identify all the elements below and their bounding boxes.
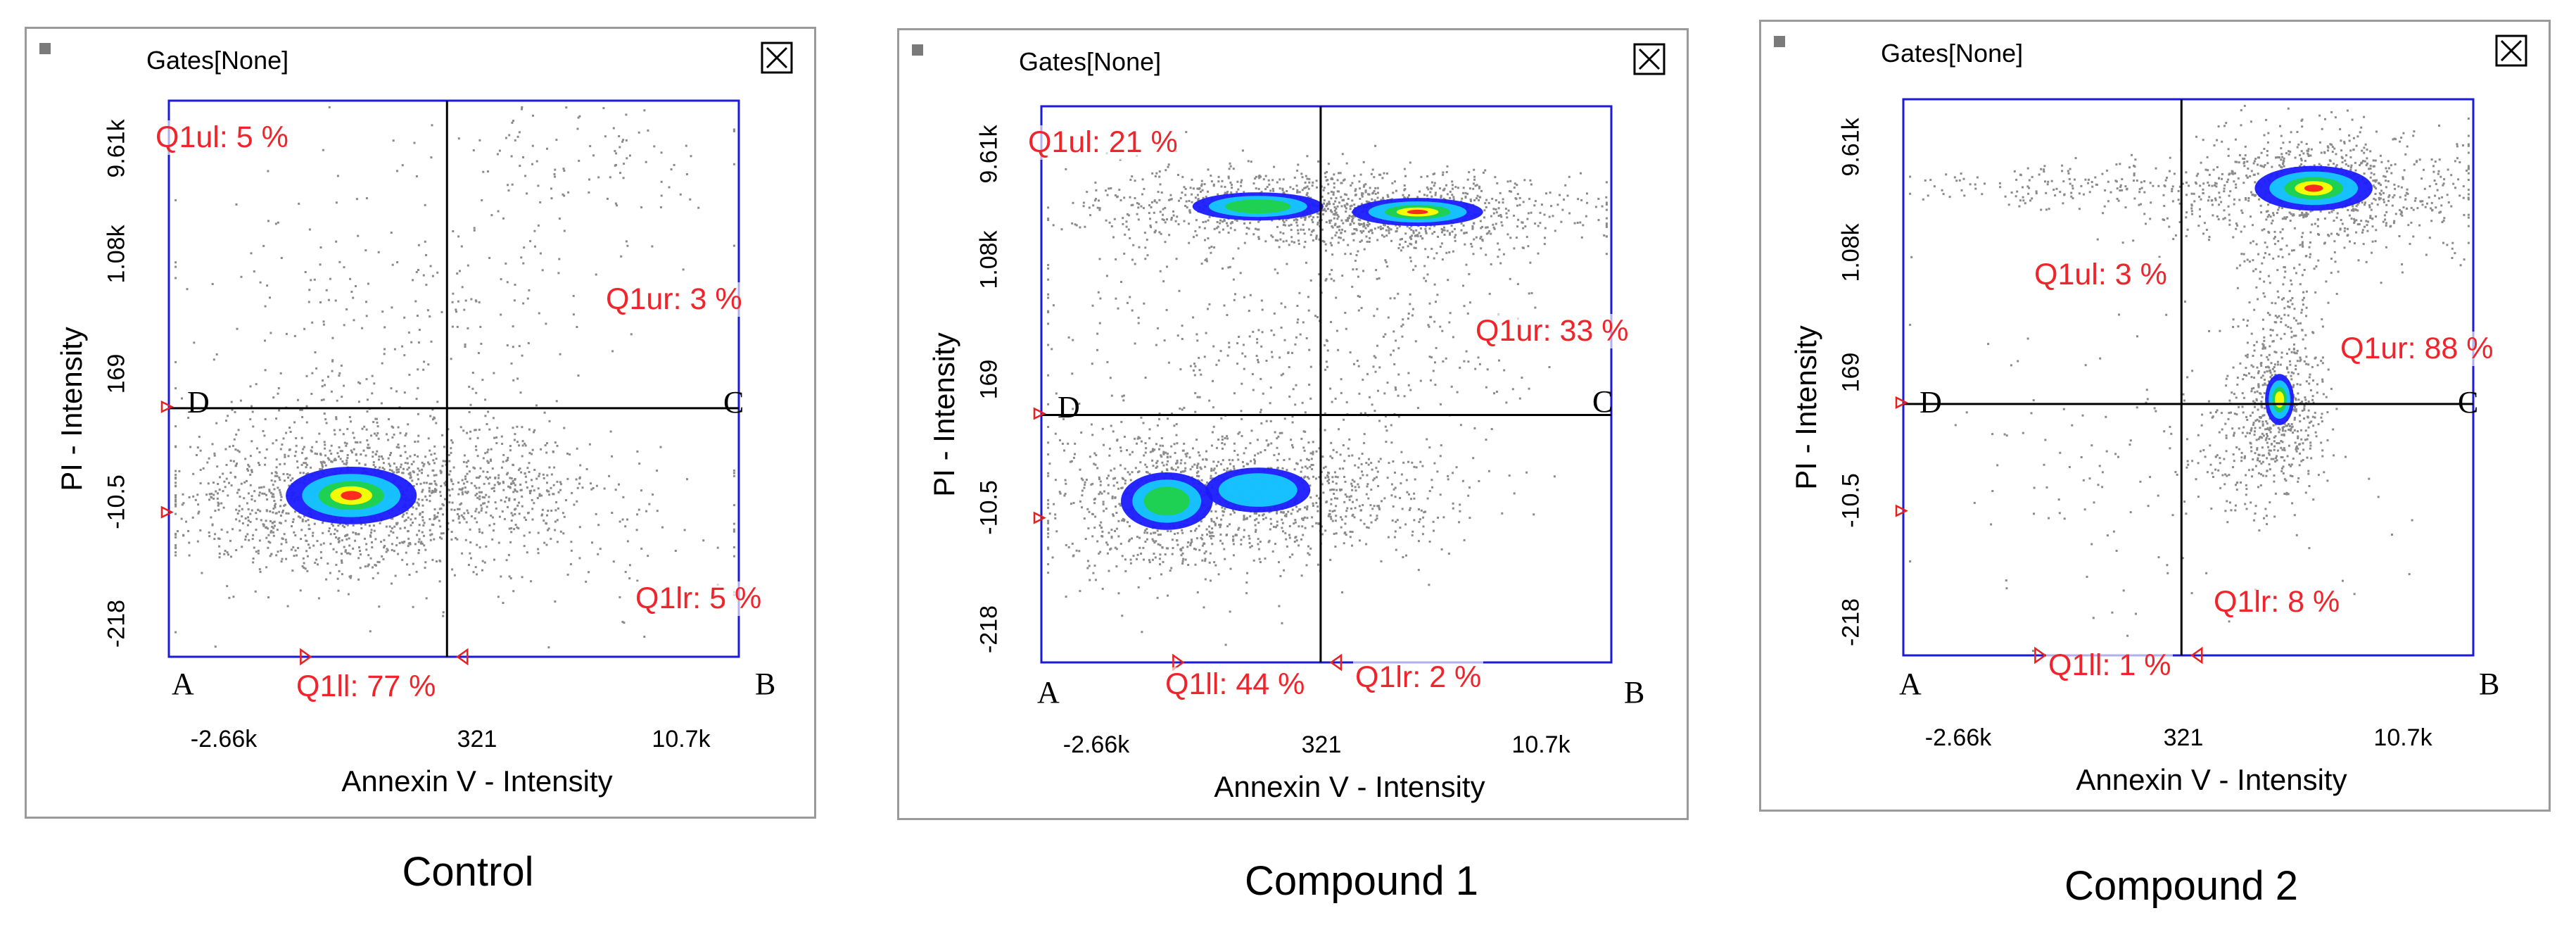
quadrant-letter-a: A (1037, 675, 1060, 710)
quadrant-label-ur: Q1ur: 88 % (2338, 332, 2496, 366)
panel-handle[interactable] (39, 43, 51, 54)
y-tick: 1.08k (103, 225, 130, 284)
quadrant-letter-d: D (187, 385, 210, 420)
y-tick: 169 (1837, 352, 1865, 393)
quadrant-letter-a: A (172, 667, 194, 701)
scatter-plot (1033, 105, 1613, 672)
quadrant-letter-c: C (2458, 385, 2479, 420)
gate-marker-icon (160, 505, 174, 519)
density-region (1143, 486, 1190, 516)
x-tick: -2.66k (190, 726, 258, 753)
quadrant-label-ul: Q1ul: 3 % (2032, 258, 2169, 292)
x-tick: 10.7k (652, 726, 711, 753)
caption-compound-1: Compound 1 (1244, 858, 1479, 904)
y-tick: -218 (975, 605, 1003, 654)
panel-compound-2: Gates[None] PI - Intensity 9.61k 1.08k 1… (1759, 20, 2551, 812)
y-tick: 1.08k (975, 230, 1003, 289)
x-tick: 10.7k (2373, 724, 2432, 751)
gate-marker-icon (160, 400, 174, 413)
caption-control: Control (402, 849, 534, 895)
y-tick: 1.08k (1837, 223, 1865, 282)
gate-marker-icon (456, 648, 469, 666)
y-tick: -218 (103, 599, 130, 648)
x-tick: -2.66k (1062, 731, 1130, 758)
quadrant-letter-b: B (1624, 675, 1645, 710)
gate-marker-icon (1033, 407, 1046, 420)
x-axis-label: Annexin V - Intensity (2076, 763, 2347, 796)
gate-marker-icon (2190, 646, 2203, 665)
density-region (1225, 199, 1291, 214)
panel-handle[interactable] (912, 44, 923, 56)
quadrant-label-ll: Q1ll: 1 % (2046, 648, 2174, 683)
quadrant-label-ul: Q1ul: 21 % (1026, 125, 1180, 160)
plot-frame (1040, 105, 1613, 664)
quadrant-letter-d: D (1058, 390, 1080, 424)
scatter-plot (1895, 98, 2475, 665)
gate-marker-icon (1895, 504, 1908, 517)
quadrant-letter-a: A (1899, 667, 1922, 701)
gate-marker-icon (1329, 653, 1343, 672)
x-axis-label: Annexin V - Intensity (1214, 770, 1485, 803)
quadrant-letter-b: B (755, 667, 776, 701)
y-tick: 9.61k (103, 119, 130, 178)
gates-label: Gates[None] (1881, 39, 2024, 68)
x-tick: 321 (457, 726, 497, 753)
density-region (2275, 391, 2285, 408)
x-tick: -2.66k (1924, 724, 1992, 751)
quadrant-letter-d: D (1920, 385, 1942, 420)
gate-marker-icon (2034, 646, 2047, 665)
quadrant-letter-c: C (1592, 384, 1613, 419)
density-region (341, 491, 362, 501)
x-tick: 10.7k (1511, 731, 1571, 758)
y-tick: 9.61k (1837, 118, 1865, 177)
panel-handle[interactable] (1774, 36, 1785, 47)
close-icon[interactable] (2495, 34, 2527, 67)
x-tick: 321 (1301, 731, 1342, 758)
quadrant-label-ll: Q1ll: 77 % (294, 669, 438, 704)
quadrant-letter-b: B (2479, 667, 2500, 701)
y-tick: 9.61k (975, 125, 1003, 184)
quadrant-label-lr: Q1lr: 8 % (2212, 585, 2342, 619)
plot-frame (167, 99, 740, 658)
close-icon[interactable] (761, 42, 793, 74)
gate-marker-icon (300, 648, 312, 666)
panel-control: Gates[None] PI - Intensity 9.61k 1.08k 1… (25, 27, 816, 819)
y-tick: 169 (103, 353, 130, 394)
density-region (2304, 184, 2323, 192)
y-axis-label: PI - Intensity (927, 332, 960, 497)
y-tick: -218 (1837, 598, 1865, 647)
quadrant-letter-c: C (723, 385, 744, 420)
quadrant-label-ul: Q1ul: 5 % (153, 120, 291, 155)
y-tick: 169 (975, 359, 1003, 400)
density-region (1407, 209, 1428, 215)
gate-marker-icon (1895, 396, 1908, 409)
quadrant-label-ur: Q1ur: 33 % (1473, 314, 1631, 348)
event-dots (175, 106, 735, 649)
quadrant-label-lr: Q1lr: 5 % (633, 581, 764, 616)
gate-marker-icon (1033, 511, 1046, 524)
y-axis-label: PI - Intensity (1789, 325, 1822, 490)
quadrant-label-lr: Q1lr: 2 % (1353, 660, 1484, 695)
x-axis-label: Annexin V - Intensity (341, 764, 613, 798)
y-tick: -10.5 (1837, 473, 1865, 528)
quadrant-label-ll: Q1ll: 44 % (1163, 667, 1307, 702)
close-icon[interactable] (1633, 43, 1665, 75)
y-tick: -10.5 (975, 480, 1003, 535)
quadrant-label-ur: Q1ur: 3 % (604, 282, 744, 317)
density-region (1218, 473, 1297, 507)
x-tick: 321 (2163, 724, 2204, 751)
y-tick: -10.5 (103, 474, 130, 529)
y-axis-label: PI - Intensity (55, 327, 88, 491)
gates-label: Gates[None] (146, 46, 289, 75)
panel-compound-1: Gates[None] PI - Intensity 9.61k 1.08k 1… (897, 28, 1689, 820)
gates-label: Gates[None] (1019, 47, 1162, 76)
scatter-plot (160, 99, 740, 666)
caption-compound-2: Compound 2 (2064, 863, 2299, 909)
gate-marker-icon (1172, 653, 1185, 672)
